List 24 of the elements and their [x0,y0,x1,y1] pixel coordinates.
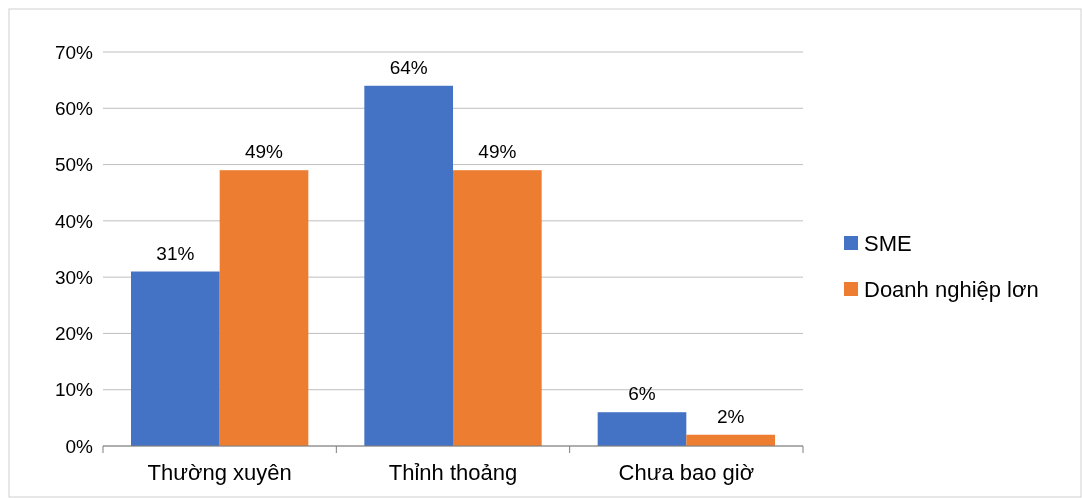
bar [453,170,542,446]
data-label: 49% [244,141,284,163]
x-tick-label: Chưa bao giờ [618,460,755,485]
y-tick-label: 60% [54,97,94,119]
x-tick-label: Thỉnh thoảng [388,460,518,485]
x-tick-label: Thường xuyên [147,460,292,485]
y-tick-label: 40% [54,210,94,232]
y-tick-label: 0% [65,435,94,457]
bar [364,85,453,446]
data-label: 49% [478,141,517,163]
bar [131,271,220,446]
data-label: 2% [716,405,745,427]
bar [597,412,687,446]
y-tick-label: 30% [54,266,94,288]
data-label: 6% [628,383,656,405]
bar [219,170,309,446]
legend-label: Doanh nghiệp lơn [864,276,1039,302]
data-label: 31% [156,242,195,264]
y-tick-label: 20% [54,323,94,345]
legend-label: SME [864,230,912,256]
data-label: 64% [389,56,428,78]
y-tick-label: 50% [54,154,94,176]
y-tick-label: 10% [54,379,94,401]
y-tick-label: 70% [54,41,94,63]
